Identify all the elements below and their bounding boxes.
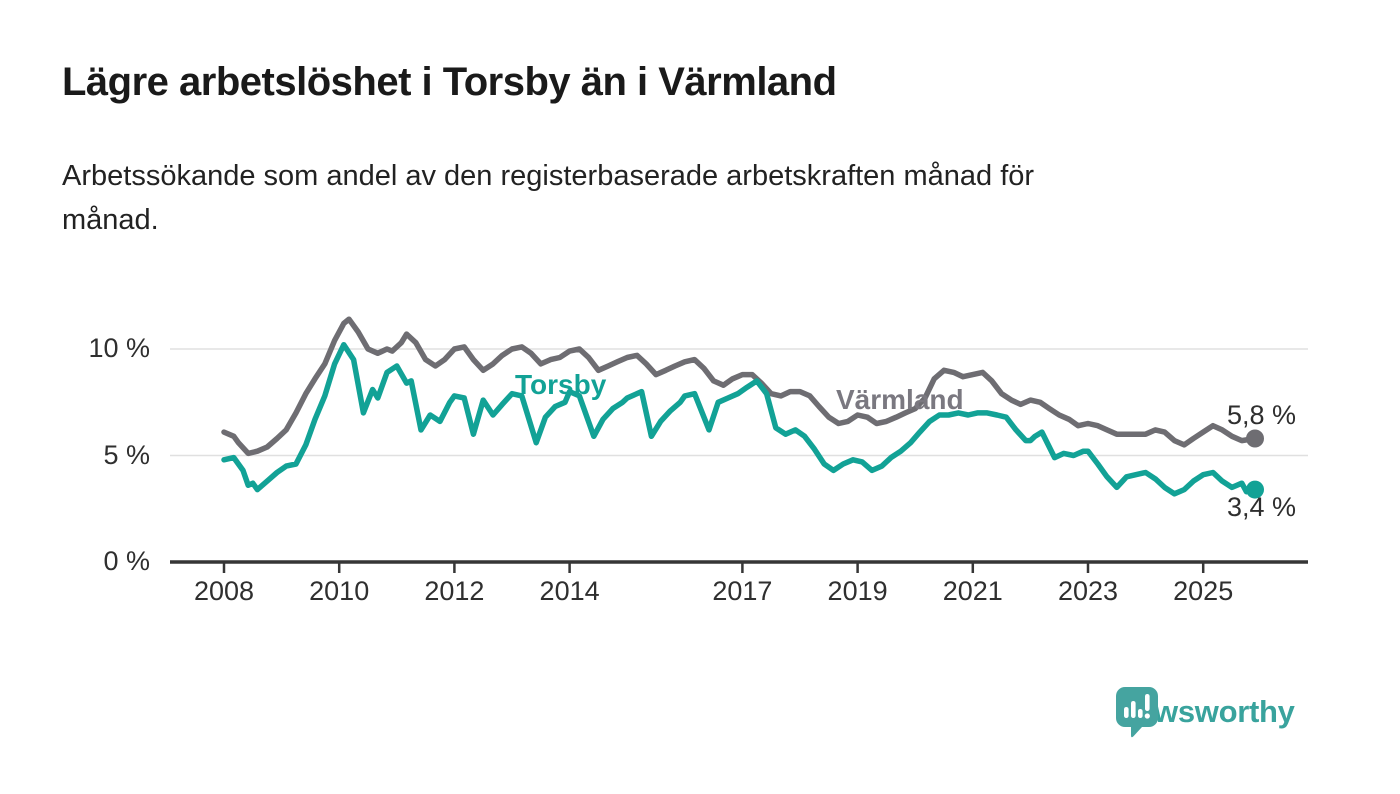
newsworthy-logo-icon [1116,687,1158,738]
chart-subtitle: Arbetssökande som andel av den registerb… [62,155,1262,242]
x-tick-label-2017: 2017 [712,576,773,606]
end-value-label-torsby: 3,4 % [1227,492,1297,522]
series-line-värmland [221,316,1258,457]
series-end-dot-torsby [1246,480,1264,499]
x-tick-label-2010: 2010 [309,576,370,606]
x-tick-label-2012: 2012 [424,576,485,606]
end-value-label-varmland: 5,8 % [1227,400,1297,430]
series-line-torsby [221,341,1258,497]
page-title: Lägre arbetslöshet i Torsby än i Värmlan… [62,60,837,104]
x-tick-label-2023: 2023 [1057,576,1119,606]
y-tick-label-10: 10 % [88,333,150,363]
subtitle-line-1: Arbetssökande som andel av den registerb… [62,160,1035,192]
series-end-dot-värmland [1246,429,1264,448]
x-tick-label-2025: 2025 [1173,576,1234,606]
series-label-varmland: Värmland [836,384,964,415]
series-label-torsby: Torsby [515,369,607,400]
x-tick-label-2021: 2021 [942,576,1003,606]
x-tick-label-2008: 2008 [193,576,255,606]
x-tick-label-2019: 2019 [827,576,888,606]
x-tick-label-2014: 2014 [539,576,600,606]
y-tick-label-5: 5 % [103,439,150,470]
subtitle-line-2: månad. [62,203,159,236]
y-tick-label-0: 0 % [103,546,150,576]
newsworthy-brand: Newsworthy [1115,686,1295,738]
